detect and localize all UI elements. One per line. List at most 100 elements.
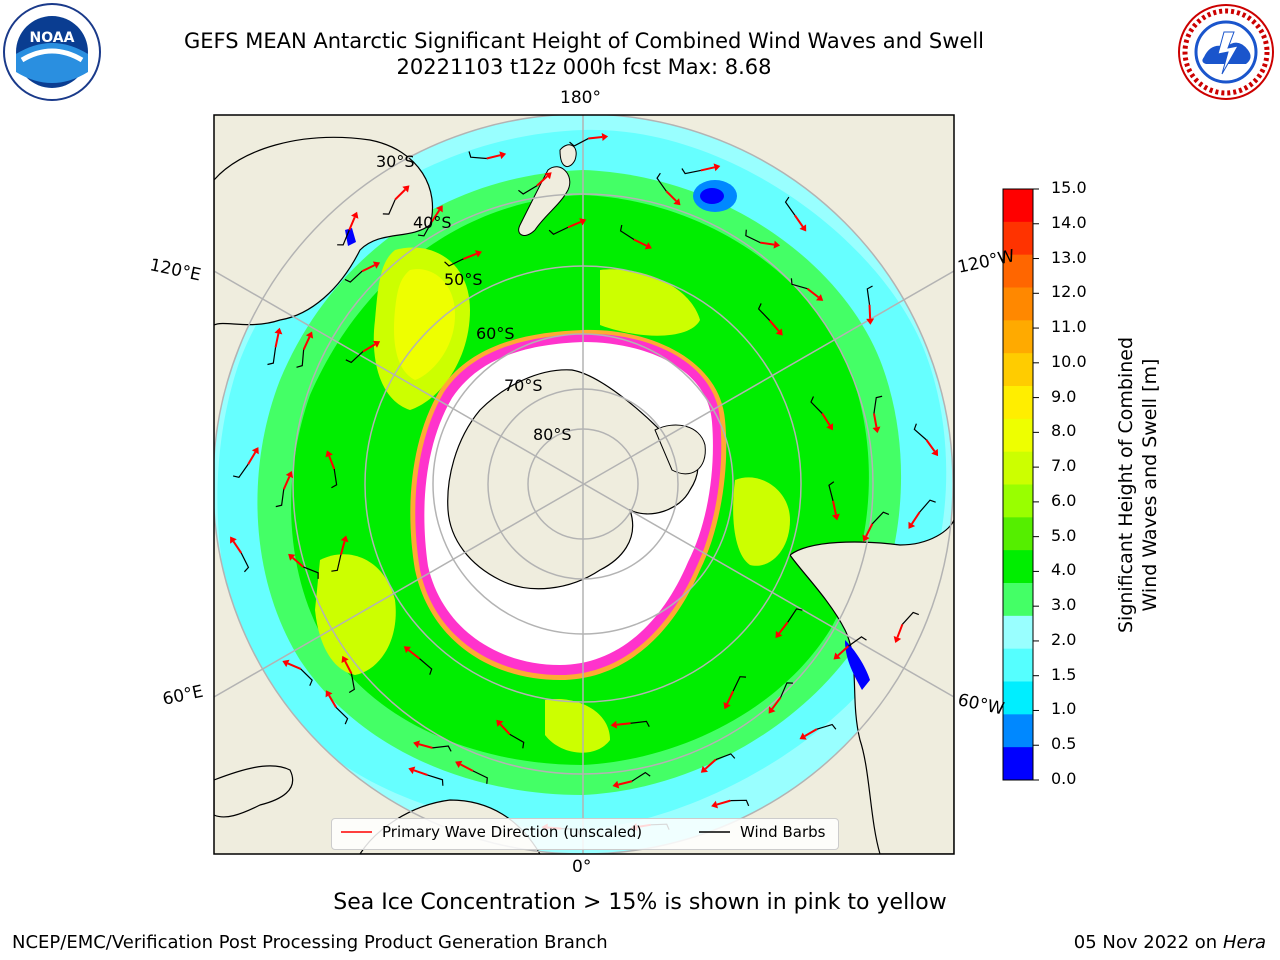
colorbar-tick-label: 2.0 <box>1051 629 1077 649</box>
wave-direction-arrowhead <box>775 328 783 336</box>
wind-barb <box>518 185 538 195</box>
wave-direction-arrowhead <box>499 151 507 160</box>
wind-barb <box>787 608 803 623</box>
wave-direction-arrowhead <box>723 702 731 710</box>
colorbar-tick-label: 12.0 <box>1051 282 1087 302</box>
wind-barb <box>344 270 363 283</box>
wave-direction-arrow <box>407 649 421 660</box>
wave-direction-arrowhead <box>496 719 504 727</box>
colorbar-cell <box>1003 648 1033 682</box>
wind-barb <box>345 351 364 364</box>
wind-barb <box>866 285 873 305</box>
wind-barb <box>331 554 342 572</box>
wave-direction-arrow <box>832 500 837 515</box>
wave-direction-arrow <box>344 660 353 675</box>
wave-direction-arrowhead <box>644 242 652 250</box>
wave-direction-arrow <box>232 540 243 554</box>
wave-direction-arrowhead <box>711 800 719 809</box>
wave-direction-and-wind-barbs <box>230 133 939 836</box>
wave-direction-arrow <box>339 540 346 555</box>
wave-direction-arrowhead <box>341 655 349 663</box>
wave-direction-arrowhead <box>832 513 840 521</box>
wind-barb <box>472 770 488 784</box>
wind-barb <box>784 196 796 216</box>
wave-direction-arrow <box>771 696 782 710</box>
colorbar-tick-label: 7.0 <box>1051 456 1077 476</box>
wave-direction-arrow <box>394 188 406 201</box>
colorbar-tick-label: 14.0 <box>1051 212 1087 232</box>
wave-direction-arrow <box>618 780 633 786</box>
longitude-lines <box>214 115 954 854</box>
wave-direction-arrowhead <box>455 760 463 768</box>
wind-barb <box>790 278 808 290</box>
wave-direction-arrow <box>872 413 878 428</box>
wave-direction-arrow <box>418 743 433 749</box>
wave-direction-arrow <box>302 336 311 351</box>
wave-direction-arrow <box>910 511 921 525</box>
wave-direction-arrow <box>616 722 631 726</box>
noaa-logo-icon: NOAA <box>3 3 101 101</box>
noaa-logo-text: NOAA <box>30 30 75 46</box>
wave-direction-arrow <box>460 763 474 772</box>
wave-direction-arrow <box>700 166 715 172</box>
wind-barb <box>732 676 747 692</box>
colorbar-cell <box>1003 681 1033 715</box>
wave-direction-arrow <box>778 621 789 634</box>
colorbar-tick-label: 0.5 <box>1051 734 1077 754</box>
colorbar-cell <box>1003 320 1033 354</box>
lon-label-0: 0° <box>572 857 592 877</box>
colorbar-cell <box>1003 221 1033 256</box>
wind-barb <box>432 745 452 752</box>
footer-date: 05 Nov 2022 on Hera <box>1074 932 1266 953</box>
wind-barb <box>419 658 433 675</box>
colorbar-tick-label: 1.5 <box>1051 664 1077 684</box>
lat-label-50s: 50°S <box>444 270 483 289</box>
wind-barb <box>745 229 761 244</box>
colorbar-tick-label: 1.0 <box>1051 699 1077 719</box>
wave-direction-arrow <box>768 319 780 332</box>
wind-barb <box>871 511 890 525</box>
wind-barb <box>303 566 319 579</box>
wave-direction-arrow <box>588 135 603 140</box>
colorbar <box>1002 188 1039 781</box>
wave-direction-arrow <box>499 723 511 736</box>
wave-direction-arrow <box>413 769 428 776</box>
wave-direction-arrow <box>328 694 337 708</box>
sea-ice-note: Sea Ice Concentration > 15% is shown in … <box>333 890 947 915</box>
wind-barb <box>619 224 635 241</box>
wind-barb <box>548 226 569 235</box>
wind-barb <box>681 168 701 175</box>
wind-barb <box>779 682 793 698</box>
colorbar-tick-label: 15.0 <box>1051 178 1087 197</box>
wind-barb <box>913 423 927 441</box>
wave-direction-arrowhead <box>579 218 587 226</box>
wave-direction-arrowhead <box>340 535 349 543</box>
wave-direction-arrowhead <box>372 261 381 269</box>
wave-direction-arrowhead <box>610 720 618 729</box>
wave-direction-arrowhead <box>893 635 902 643</box>
nws-logo-icon <box>1178 4 1274 100</box>
wave-direction-arrow <box>247 451 257 465</box>
colorbar-tick-label: 11.0 <box>1051 317 1087 337</box>
wave-direction-arrowhead <box>826 423 834 431</box>
wave-direction-arrow <box>704 758 717 770</box>
colorbar-cell <box>1003 254 1033 288</box>
colorbar-label: Significant Height of Combined Wind Wave… <box>1114 305 1162 665</box>
footer-agency: NCEP/EMC/Verification Post Processing Pr… <box>12 932 608 953</box>
south-america-landmass <box>789 519 954 854</box>
wave-direction-arrowhead <box>700 765 708 773</box>
colorbar-tick-label: 4.0 <box>1051 560 1077 580</box>
colorbar-label-line2: Wind Waves and Swell [m] <box>1139 358 1161 612</box>
wave-direction-arrowhead <box>372 340 381 348</box>
wave-direction-arrowhead <box>601 133 609 141</box>
wind-barb <box>348 673 355 693</box>
wind-barb <box>730 799 750 807</box>
wind-barb <box>569 138 589 147</box>
wave-direction-arrowhead <box>325 690 333 698</box>
colorbar-cell <box>1003 353 1033 387</box>
chart-title: GEFS MEAN Antarctic Significant Height o… <box>183 29 985 53</box>
lat-label-40s: 40°S <box>413 213 452 232</box>
wave-direction-arrowhead <box>816 294 824 301</box>
wave-direction-arrow <box>567 220 582 229</box>
wave-direction-arrow <box>896 623 904 638</box>
